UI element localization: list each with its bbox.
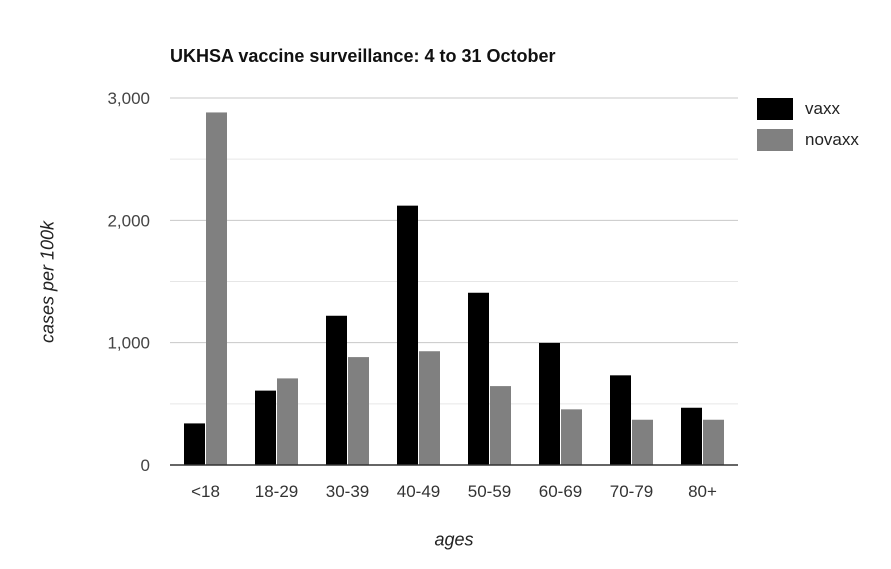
bar-vaxx	[326, 315, 347, 465]
bar-vaxx	[610, 375, 631, 465]
legend-swatch-novaxx	[757, 129, 793, 151]
y-tick-label: 2,000	[107, 211, 150, 230]
bar-novaxx	[277, 378, 298, 465]
y-tick-label: 3,000	[107, 89, 150, 108]
bar-vaxx	[397, 205, 418, 466]
bar-novaxx	[632, 419, 653, 465]
bar-novaxx	[490, 386, 511, 465]
bar-vaxx	[255, 390, 276, 465]
bar-vaxx	[681, 407, 702, 465]
bar-novaxx	[561, 409, 582, 465]
x-tick-label: 70-79	[610, 482, 653, 501]
legend-item-novaxx: novaxx	[757, 127, 859, 153]
bar-novaxx	[419, 351, 440, 465]
legend-label-vaxx: vaxx	[805, 99, 840, 118]
bar-vaxx	[184, 423, 205, 465]
y-tick-labels: 0 1,000 2,000 3,000	[107, 89, 150, 475]
x-tick-label: 80+	[688, 482, 717, 501]
x-tick-label: 50-59	[468, 482, 511, 501]
y-tick-label: 0	[141, 456, 150, 475]
bar-novaxx	[206, 112, 227, 465]
legend-swatch-vaxx	[757, 98, 793, 120]
bar-vaxx	[468, 292, 489, 465]
x-tick-label: <18	[191, 482, 220, 501]
bar-novaxx	[348, 357, 369, 465]
x-tick-label: 18-29	[255, 482, 298, 501]
y-tick-label: 1,000	[107, 334, 150, 353]
x-tick-label: 60-69	[539, 482, 582, 501]
x-axis-label: ages	[434, 529, 474, 550]
x-tick-labels: <18 18-29 30-39 40-49 50-59 60-69 70-79 80+	[191, 482, 717, 501]
bar-vaxx	[539, 342, 560, 465]
chart-title: UKHSA vaccine surveillance: 4 to 31 Octo…	[170, 46, 556, 66]
legend-label-novaxx: novaxx	[805, 130, 859, 149]
bar-novaxx	[703, 419, 724, 465]
x-tick-label: 30-39	[326, 482, 369, 501]
x-tick-label: 40-49	[397, 482, 440, 501]
gridlines	[170, 97, 738, 405]
bars	[184, 112, 724, 466]
legend-item-vaxx: vaxx	[757, 96, 840, 122]
